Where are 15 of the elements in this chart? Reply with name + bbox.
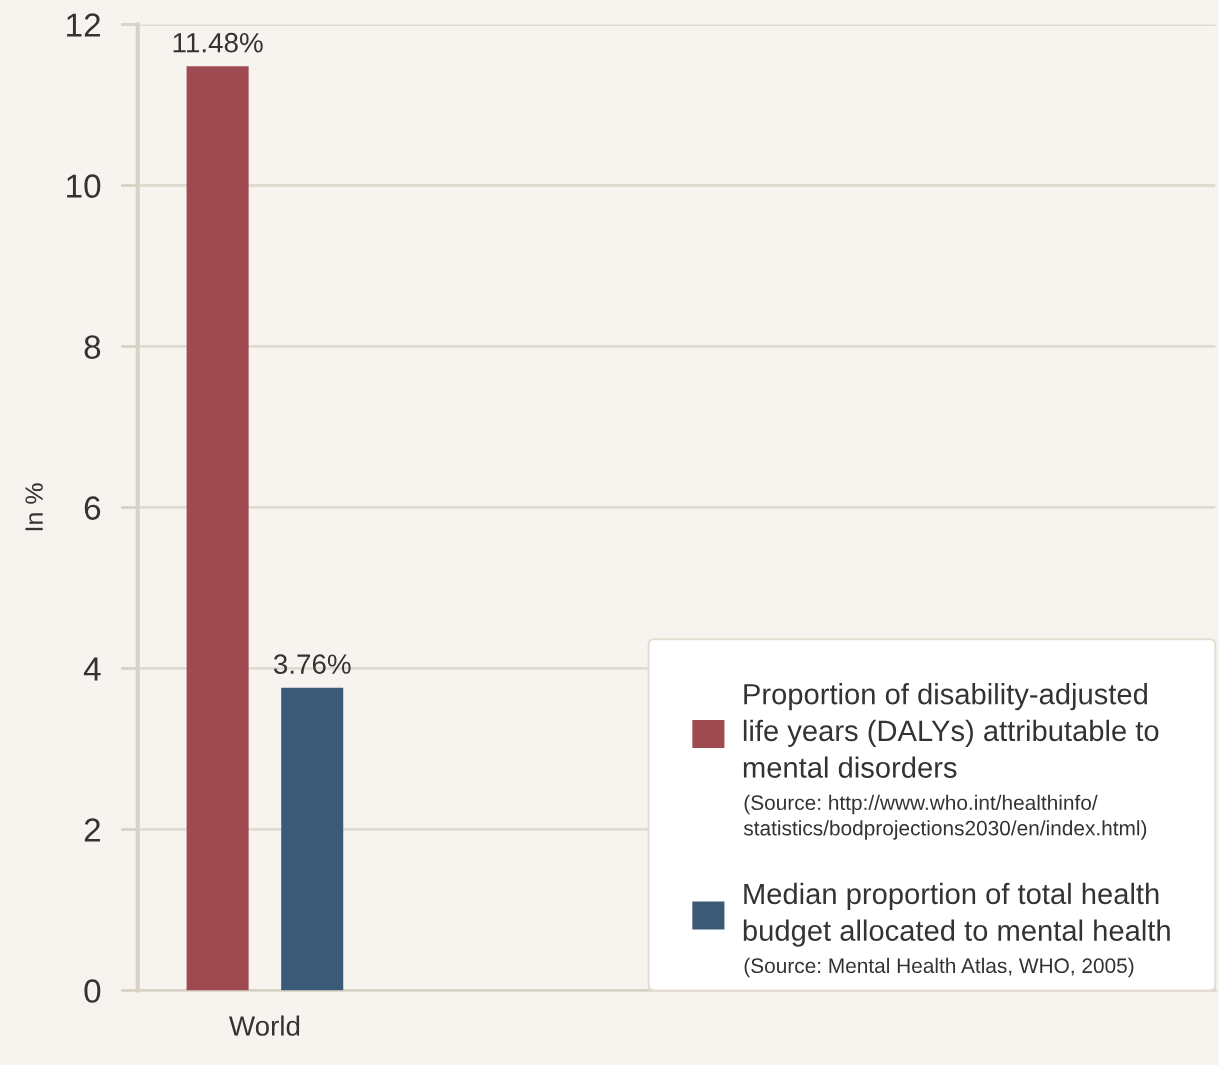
y-tick-label: 2	[84, 818, 100, 842]
text: (Source: Mental Health Atlas, WHO, 2005)	[744, 957, 1134, 978]
legend-label: Median proportion of total health budget allocated to mental health	[743, 882, 1170, 947]
x-tick-label: World	[229, 1015, 300, 1036]
y-tick-label: 6	[84, 496, 101, 520]
data-label: 3.76%	[273, 654, 351, 674]
y-tick-label: 10	[67, 174, 101, 198]
y-axis-title: In %	[25, 483, 43, 531]
y-tick-label: 8	[84, 335, 101, 359]
text: (Source: http://www.who.int/healthinfo/ statistics/bodprojections2030/en/index.html)	[743, 794, 1147, 840]
data-label: 11.48%	[173, 32, 263, 53]
y-tick-label: 4	[83, 657, 101, 681]
y-tick-label: 12	[67, 13, 100, 37]
legend-label: Proportion of disability-adjusted life years (DALYs) attributable to mental disorders	[743, 683, 1159, 778]
y-tick-label: 0	[84, 979, 101, 1003]
